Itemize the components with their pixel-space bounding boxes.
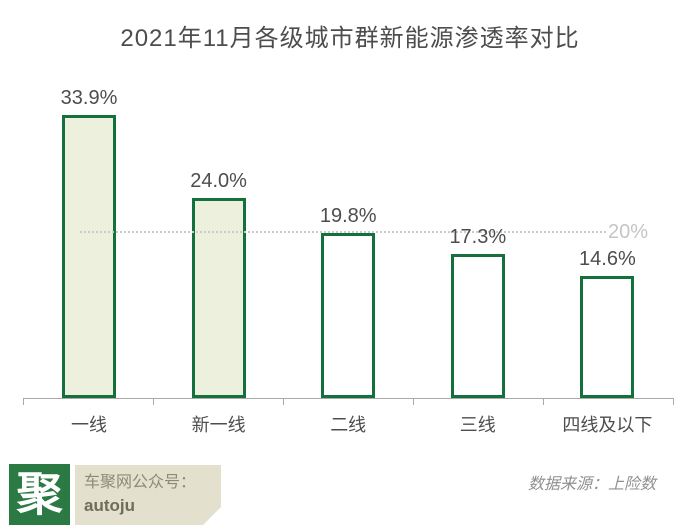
x-axis-line [23, 398, 674, 399]
wechat-account-handle: autoju [84, 496, 135, 515]
reference-gridline-20pct [80, 231, 606, 233]
axis-tick [23, 398, 24, 405]
data-source-note: 数据来源：上险数 [527, 476, 656, 493]
bar-tier3 [450, 253, 505, 398]
x-axis-label-tier4-below: 四线及以下 [562, 415, 653, 435]
axis-tick [413, 398, 414, 405]
bar-new-tier1 [191, 197, 246, 398]
gridline-label: 20% [608, 221, 649, 243]
wechat-badge: 车聚网公众号： autoju [75, 465, 221, 525]
bar-value-label: 14.6% [579, 248, 636, 271]
x-axis-label-tier1: 一线 [71, 415, 107, 435]
bar-value-label: 33.9% [60, 86, 118, 109]
axis-tick [283, 398, 284, 405]
bar-value-label: 17.3% [449, 225, 507, 248]
x-axis-label-new-tier1: 新一线 [191, 415, 246, 435]
bar-tier2 [321, 232, 376, 398]
bar-value-label: 19.8% [319, 204, 377, 227]
x-axis-label-tier3: 三线 [459, 415, 496, 435]
chart-title: 2021年11月各级城市群新能源渗透率对比 [120, 25, 580, 52]
bar-tier4-below [580, 276, 635, 398]
bar-tier1 [62, 114, 116, 398]
axis-tick [543, 398, 544, 405]
axis-tick [153, 398, 154, 405]
x-axis-label-tier2: 二线 [330, 415, 367, 435]
bar-value-label: 24.0% [190, 169, 247, 192]
autoju-logo: 聚 [9, 464, 70, 525]
axis-tick [673, 398, 674, 405]
wechat-account-label: 车聚网公众号： [84, 474, 197, 491]
